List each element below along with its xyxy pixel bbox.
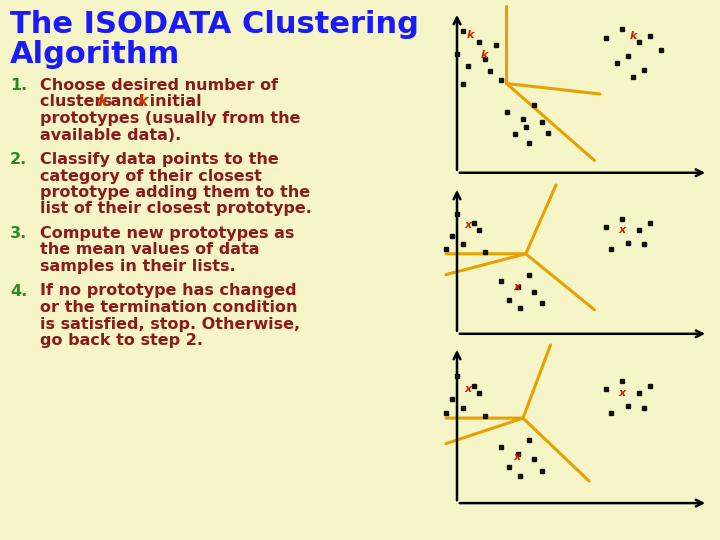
Text: 1.: 1.	[10, 78, 27, 93]
Text: 2.: 2.	[10, 152, 27, 167]
Text: x: x	[618, 388, 626, 397]
Text: is satisfied, stop. Otherwise,: is satisfied, stop. Otherwise,	[40, 316, 300, 332]
Text: Classify data points to the: Classify data points to the	[40, 152, 279, 167]
Text: Choose desired number of: Choose desired number of	[40, 78, 278, 93]
Text: Algorithm: Algorithm	[10, 40, 180, 69]
Text: x: x	[464, 220, 472, 230]
Text: prototypes (usually from the: prototypes (usually from the	[40, 111, 300, 126]
Text: samples in their lists.: samples in their lists.	[40, 259, 235, 274]
Text: initial: initial	[144, 94, 202, 110]
Text: prototype adding them to the: prototype adding them to the	[40, 185, 310, 200]
Text: k: k	[467, 30, 474, 39]
Text: x: x	[618, 225, 626, 235]
Text: list of their closest prototype.: list of their closest prototype.	[40, 201, 312, 217]
Text: or the termination condition: or the termination condition	[40, 300, 297, 315]
Text: The ISODATA Clustering: The ISODATA Clustering	[10, 10, 419, 39]
Text: available data).: available data).	[40, 127, 181, 143]
Text: 3.: 3.	[10, 226, 27, 241]
Text: If no prototype has changed: If no prototype has changed	[40, 284, 297, 299]
Text: Compute new prototypes as: Compute new prototypes as	[40, 226, 294, 241]
Text: x: x	[514, 282, 521, 292]
Text: k: k	[137, 94, 148, 110]
Text: k: k	[481, 51, 488, 60]
Text: go back to step 2.: go back to step 2.	[40, 333, 203, 348]
Text: category of their closest: category of their closest	[40, 168, 262, 184]
Text: 4.: 4.	[10, 284, 27, 299]
Text: the mean values of data: the mean values of data	[40, 242, 259, 258]
Text: clusters: clusters	[40, 94, 117, 110]
Text: x: x	[514, 452, 521, 462]
Text: k: k	[629, 31, 636, 41]
Text: k: k	[98, 94, 109, 110]
Text: x: x	[464, 384, 472, 394]
Text: and: and	[105, 94, 150, 110]
